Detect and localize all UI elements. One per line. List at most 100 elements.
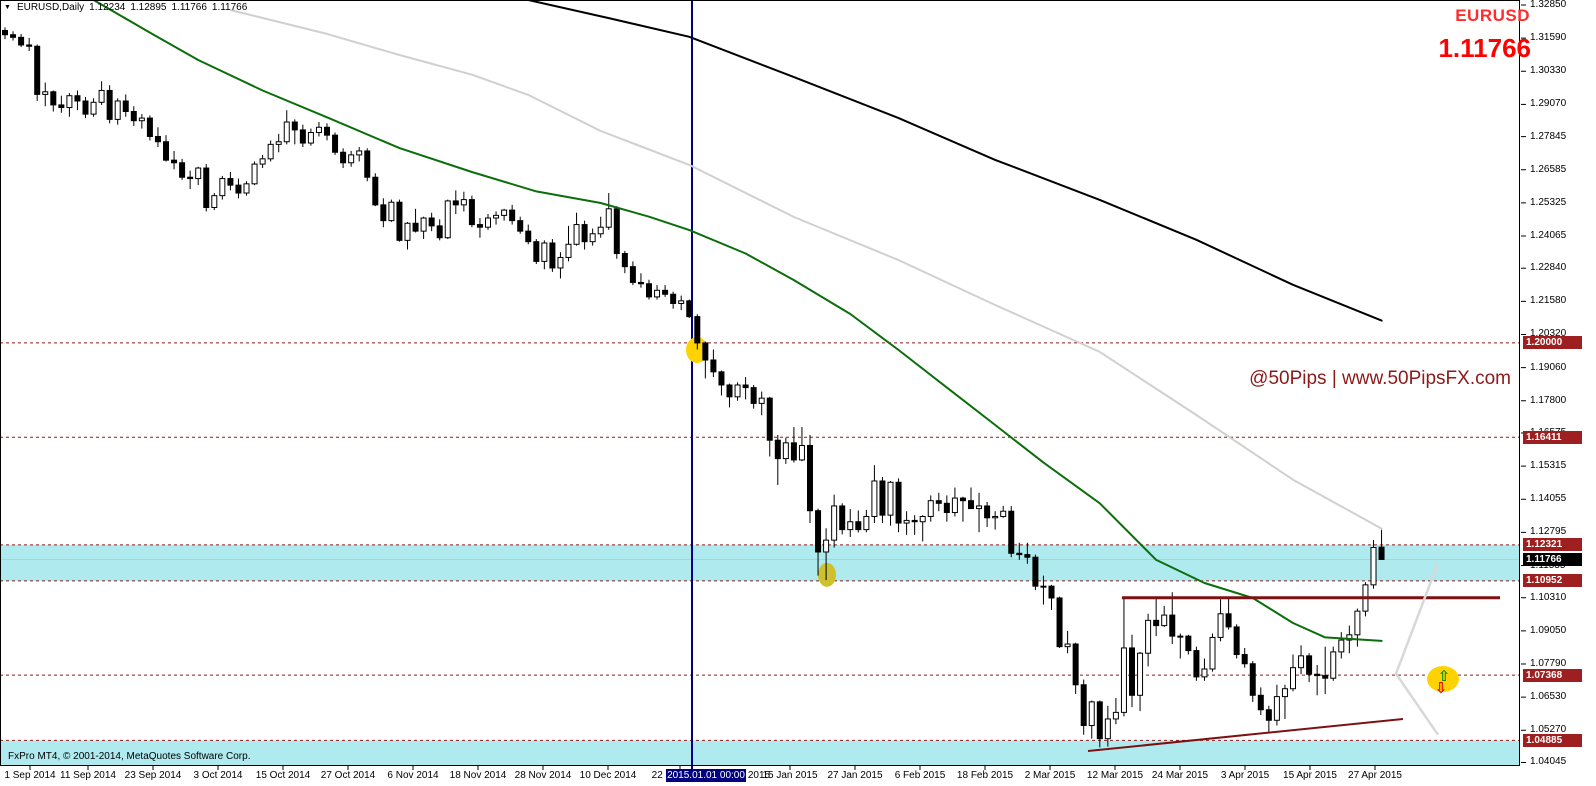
candle-body xyxy=(525,230,532,243)
candle-body xyxy=(1193,650,1200,678)
candle-body xyxy=(1370,547,1377,586)
candle-body xyxy=(823,539,830,553)
candle-body xyxy=(219,178,226,197)
rising-support-line[interactable] xyxy=(1087,717,1404,753)
symbol-dropdown-icon[interactable]: ▼ xyxy=(4,4,11,11)
up-arrow-icon: ⇧ xyxy=(1438,667,1451,685)
ohlc-close: 1.11766 xyxy=(211,2,248,13)
candle-body xyxy=(211,195,218,208)
candle-body xyxy=(340,151,347,164)
candle-body xyxy=(163,141,169,161)
date-tick-label: 3 Apr 2015 xyxy=(1220,770,1270,781)
candle-body xyxy=(815,510,822,553)
candle-body xyxy=(758,397,765,404)
level-price-label[interactable]: 1.04885 xyxy=(1523,733,1582,747)
candle-body xyxy=(1314,673,1321,677)
candle-body xyxy=(742,384,749,389)
gray-zigzag[interactable] xyxy=(1394,562,1440,736)
circle-low-1.11[interactable] xyxy=(818,562,836,587)
candle-body xyxy=(154,135,161,143)
candle-body xyxy=(629,266,636,283)
watermark: @50Pips | www.50PipsFX.com xyxy=(1249,368,1511,389)
candle-body xyxy=(1129,647,1135,696)
candle-body xyxy=(138,117,145,122)
candle-body xyxy=(1330,651,1337,679)
candle-body xyxy=(146,117,153,137)
candle-body xyxy=(58,104,65,109)
candle-body xyxy=(1016,552,1023,556)
candle-body xyxy=(662,289,669,295)
candle-body xyxy=(637,281,644,285)
candle-body xyxy=(839,505,846,531)
price-tick-label: 1.26585 xyxy=(1530,163,1567,175)
price-tick-label: 1.31590 xyxy=(1530,32,1567,44)
ma-fast-green xyxy=(93,1,1383,642)
level-price-label[interactable]: 1.07368 xyxy=(1523,668,1582,682)
candle-body xyxy=(1104,718,1111,740)
candle-body xyxy=(694,316,701,344)
level-price-label[interactable]: 1.10952 xyxy=(1523,574,1582,588)
candle-body xyxy=(1265,709,1272,721)
level-price-label[interactable]: 1.16411 xyxy=(1523,430,1582,444)
candle-body xyxy=(1032,556,1039,587)
ohlc-open: 1.12234 xyxy=(89,2,126,13)
candle-body xyxy=(275,141,282,145)
candle-body xyxy=(1120,647,1127,713)
candle-body xyxy=(66,95,73,109)
price-tick-label: 1.14055 xyxy=(1530,493,1567,505)
candle-body xyxy=(589,233,596,243)
price-tick-label: 1.21580 xyxy=(1530,295,1567,307)
price-tick-label: 1.25325 xyxy=(1530,196,1567,208)
date-tick-label: 18 Nov 2014 xyxy=(449,770,507,781)
candle-body xyxy=(549,242,556,269)
candle-body xyxy=(782,442,789,460)
candle-body xyxy=(968,500,974,510)
candle-body xyxy=(541,242,548,262)
candle-body xyxy=(259,158,266,165)
level-price-label[interactable]: 1.20000 xyxy=(1523,336,1582,350)
candle-body xyxy=(307,132,314,144)
candle-body xyxy=(114,100,121,120)
candle-body xyxy=(2,30,8,36)
level-price-label[interactable]: 1.12321 xyxy=(1523,538,1582,552)
candle-body xyxy=(26,44,33,47)
price-tick-label: 1.32850 xyxy=(1530,0,1567,10)
candle-body xyxy=(565,243,572,258)
big-symbol-label: EURUSD xyxy=(1455,6,1530,25)
candle-body xyxy=(863,515,870,531)
candle-body xyxy=(1346,634,1353,641)
candle-body xyxy=(976,505,983,510)
chart-header: ▼ EURUSD,Daily 1.12234 1.12895 1.11766 1.1176… xyxy=(4,2,247,13)
candle-body xyxy=(324,126,330,136)
candle-body xyxy=(195,167,202,180)
candle-body xyxy=(452,200,459,206)
candle-body xyxy=(831,505,838,541)
candle-body xyxy=(476,224,483,228)
candle-body xyxy=(243,183,250,194)
candle-body xyxy=(1056,597,1063,648)
candle-body xyxy=(396,201,403,241)
price-tick-label: 1.09050 xyxy=(1530,624,1567,636)
candle-body xyxy=(943,502,950,514)
candle-body xyxy=(283,121,290,143)
candle-body xyxy=(50,91,57,106)
price-tick-label: 1.20320 xyxy=(1530,328,1567,340)
candle-body xyxy=(654,289,661,298)
candle-body xyxy=(1153,619,1160,627)
candle-body xyxy=(42,91,49,95)
date-highlight-box[interactable]: 2015.01.01 00:00 xyxy=(666,769,746,782)
candle-body xyxy=(927,500,934,517)
date-tick-label: 2 Mar 2015 xyxy=(1024,770,1076,781)
candle-body xyxy=(1354,610,1361,636)
candle-body xyxy=(774,439,781,460)
candle-body xyxy=(388,201,395,222)
copyright-label: FxPro MT4, © 2001-2014, MetaQuotes Softw… xyxy=(8,751,251,762)
circle-updown-arrows[interactable] xyxy=(1427,665,1459,692)
candle-body xyxy=(98,89,105,103)
candle-body xyxy=(678,300,685,304)
candle-body xyxy=(509,209,516,222)
ohlc-high: 1.12895 xyxy=(130,2,167,13)
candle-body xyxy=(847,521,854,531)
candle-body xyxy=(1080,684,1087,727)
